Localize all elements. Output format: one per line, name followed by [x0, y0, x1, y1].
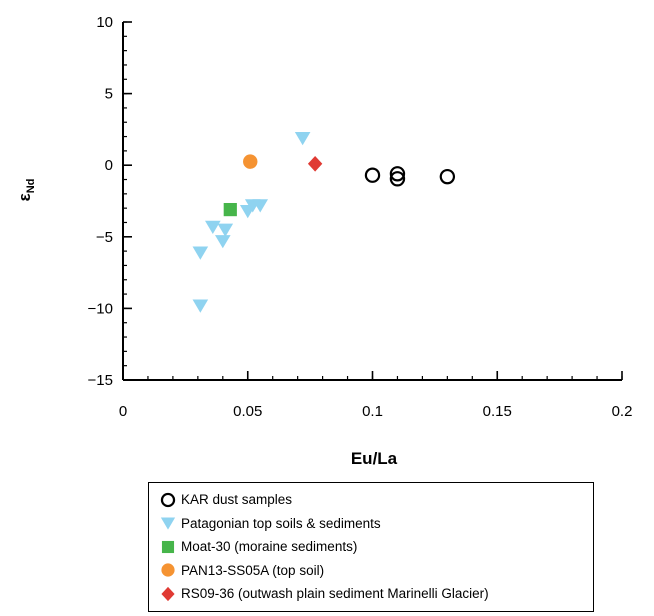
data-point-series-1 [389, 166, 406, 182]
y-tick-label: 10 [96, 14, 113, 31]
data-point-series-1 [439, 168, 456, 185]
legend-marker-icon [160, 492, 176, 507]
legend-marker-icon [160, 517, 176, 530]
legend-marker [160, 492, 176, 507]
legend-marker-icon [161, 586, 175, 601]
data-point-series-1 [364, 167, 381, 183]
legend-marker [161, 563, 175, 577]
data-point-series-2 [217, 223, 234, 237]
legend-label: PAN13-SS05A (top soil) [181, 562, 325, 578]
scatter-chart: 10 5 0 −5 −10 −15 0 0.05 0.1 0.15 0.2 Eu/La εNd [15, 14, 633, 468]
data-point-series-2 [192, 299, 209, 313]
y-axis-label: εNd [15, 179, 37, 202]
y-tick-label: 5 [105, 86, 113, 103]
x-axis-label: Eu/La [351, 449, 398, 468]
data-point-series-5 [307, 155, 323, 172]
legend-label: Moat-30 (moraine sediments) [181, 539, 358, 555]
legend-item: Patagonian top soils & sediments [159, 512, 593, 536]
data-point-series-2 [192, 246, 209, 260]
y-tick-label: −5 [96, 229, 113, 246]
legend-label: Patagonian top soils & sediments [181, 515, 381, 531]
legend-marker-icon [161, 540, 175, 553]
legend-marker [161, 540, 175, 553]
legend-marker [160, 517, 176, 530]
legend: KAR dust samples Patagonian top soils & s… [148, 482, 594, 612]
axes: 10 5 0 −5 −10 −15 0 0.05 0.1 0.15 0.2 [88, 14, 633, 420]
data-point-series-1 [389, 171, 406, 187]
x-tick-label: 0.15 [483, 403, 512, 420]
legend-label: RS09-36 (outwash plain sediment Marinell… [181, 586, 489, 602]
data-point-series-2 [294, 131, 311, 146]
legend-marker-icon [161, 563, 175, 577]
x-tick-label: 0.2 [612, 403, 633, 420]
x-tick-label: 0.05 [233, 403, 262, 420]
y-tick-label: −15 [88, 372, 113, 389]
legend-item: RS09-36 (outwash plain sediment Marinell… [159, 582, 593, 606]
legend-marker [161, 586, 175, 601]
legend-item: PAN13-SS05A (top soil) [159, 559, 593, 583]
data-point-series-3 [223, 202, 237, 217]
legend-label: KAR dust samples [181, 492, 293, 508]
data-point-series-2 [205, 220, 221, 234]
y-axis-label-main: ε [15, 193, 34, 201]
y-tick-label: −10 [88, 300, 113, 317]
y-tick-label: 0 [105, 157, 113, 174]
data-point-series-4 [243, 154, 258, 169]
legend-item: Moat-30 (moraine sediments) [159, 535, 593, 559]
data-point-series-2 [252, 199, 269, 213]
x-tick-label: 0 [119, 403, 127, 420]
legend-item: KAR dust samples [159, 488, 593, 512]
x-tick-label: 0.1 [362, 403, 383, 420]
y-axis-label-subscript: Nd [25, 179, 37, 194]
data-point-series-2 [215, 235, 231, 249]
data-points [192, 131, 456, 313]
